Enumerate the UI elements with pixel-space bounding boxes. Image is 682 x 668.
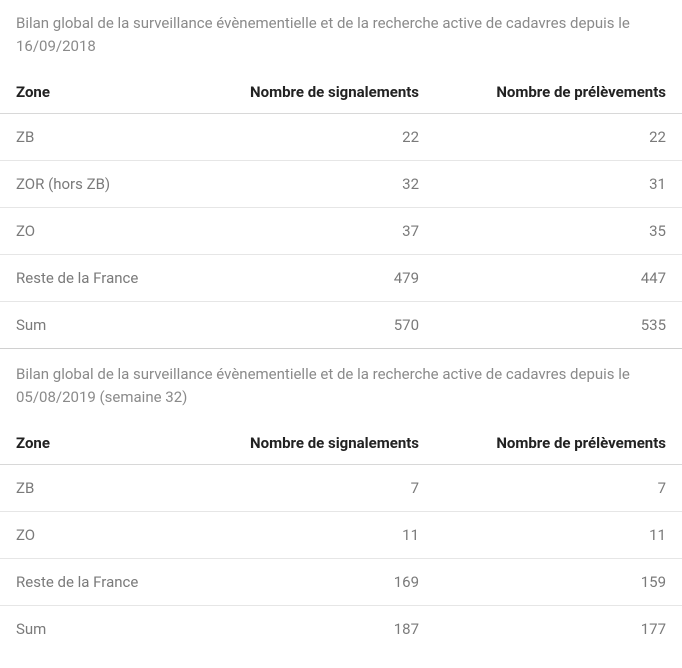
zone-cell: ZO bbox=[0, 208, 189, 255]
table-caption: Bilan global de la surveillance évènemen… bbox=[0, 349, 682, 422]
column-header: Zone bbox=[0, 71, 189, 114]
table-row: ZOR (hors ZB)3231 bbox=[0, 161, 682, 208]
column-header: Nombre de prélèvements bbox=[435, 422, 682, 465]
signalements-cell: 37 bbox=[189, 208, 435, 255]
prelevements-cell: 22 bbox=[435, 114, 682, 161]
table-row: ZO1111 bbox=[0, 512, 682, 559]
table-section: Bilan global de la surveillance évènemen… bbox=[0, 0, 682, 349]
signalements-cell: 32 bbox=[189, 161, 435, 208]
column-header: Nombre de signalements bbox=[189, 71, 435, 114]
zone-cell: ZOR (hors ZB) bbox=[0, 161, 189, 208]
zone-cell: ZO bbox=[0, 512, 189, 559]
table-row: ZO3735 bbox=[0, 208, 682, 255]
signalements-cell: 22 bbox=[189, 114, 435, 161]
prelevements-cell: 11 bbox=[435, 512, 682, 559]
prelevements-cell: 7 bbox=[435, 465, 682, 512]
table-row: Sum187177 bbox=[0, 606, 682, 653]
zone-cell: Reste de la France bbox=[0, 559, 189, 606]
prelevements-cell: 31 bbox=[435, 161, 682, 208]
signalements-cell: 169 bbox=[189, 559, 435, 606]
table-section: Bilan global de la surveillance évènemen… bbox=[0, 349, 682, 652]
column-header: Nombre de prélèvements bbox=[435, 71, 682, 114]
table-caption: Bilan global de la surveillance évènemen… bbox=[0, 0, 682, 71]
signalements-cell: 7 bbox=[189, 465, 435, 512]
table-row: Reste de la France479447 bbox=[0, 255, 682, 302]
column-header: Nombre de signalements bbox=[189, 422, 435, 465]
prelevements-cell: 35 bbox=[435, 208, 682, 255]
table-row: Sum570535 bbox=[0, 302, 682, 349]
zone-cell: Sum bbox=[0, 606, 189, 653]
prelevements-cell: 177 bbox=[435, 606, 682, 653]
prelevements-cell: 447 bbox=[435, 255, 682, 302]
data-table: ZoneNombre de signalementsNombre de prél… bbox=[0, 422, 682, 652]
zone-cell: ZB bbox=[0, 465, 189, 512]
prelevements-cell: 159 bbox=[435, 559, 682, 606]
signalements-cell: 570 bbox=[189, 302, 435, 349]
zone-cell: Reste de la France bbox=[0, 255, 189, 302]
signalements-cell: 187 bbox=[189, 606, 435, 653]
column-header: Zone bbox=[0, 422, 189, 465]
table-row: ZB2222 bbox=[0, 114, 682, 161]
zone-cell: ZB bbox=[0, 114, 189, 161]
table-row: Reste de la France169159 bbox=[0, 559, 682, 606]
table-row: ZB77 bbox=[0, 465, 682, 512]
zone-cell: Sum bbox=[0, 302, 189, 349]
data-table: ZoneNombre de signalementsNombre de prél… bbox=[0, 71, 682, 348]
signalements-cell: 11 bbox=[189, 512, 435, 559]
prelevements-cell: 535 bbox=[435, 302, 682, 349]
signalements-cell: 479 bbox=[189, 255, 435, 302]
